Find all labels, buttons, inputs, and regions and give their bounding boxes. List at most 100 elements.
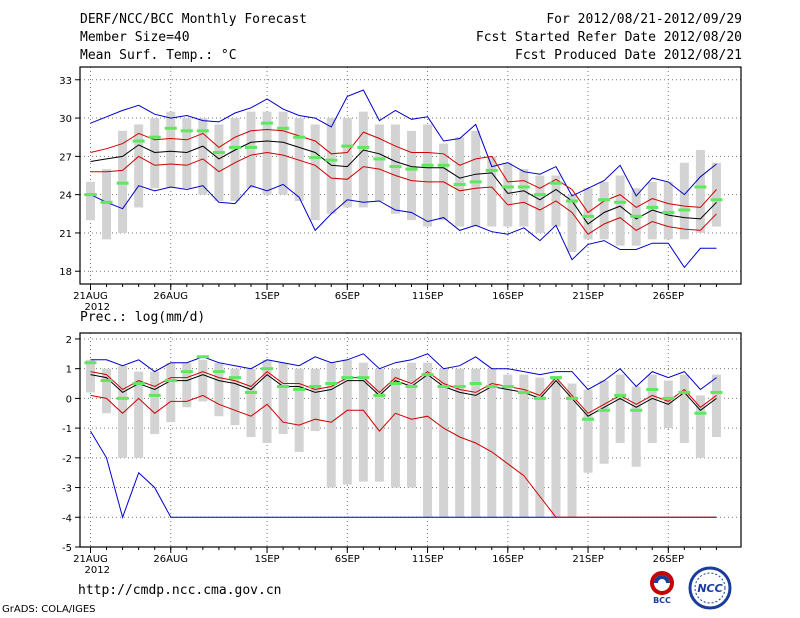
panel2-xtick-label: 26AUG [153, 554, 188, 565]
panel2-observed-mark [421, 373, 434, 377]
panel2-title: Prec.: log(mm/d) [80, 310, 206, 325]
panel2-spread-box [342, 359, 352, 485]
panel1-upper-line [90, 128, 717, 214]
panel2-observed-mark [116, 396, 129, 400]
panel2-observed-mark [196, 355, 209, 359]
panel1-spread-box [166, 111, 176, 189]
panel2-observed-mark [212, 370, 225, 374]
panel1-xtick-label: 21AUG [73, 291, 108, 302]
panel2-spread-box [679, 374, 689, 443]
panel1-spread-box [647, 181, 657, 240]
refer-date: Fcst Started Refer Date 2012/08/20 [475, 30, 742, 45]
panel1-spread-box [262, 111, 272, 195]
panel1-spread-box [407, 130, 416, 221]
panel1-observed-mark [421, 163, 434, 167]
panel2-xtick-label: 26SEP [653, 554, 684, 565]
panel2-spread-box [86, 359, 95, 393]
website-url[interactable]: http://cmdp.ncc.cma.gov.cn [78, 583, 282, 598]
panel1-spread-box [278, 111, 288, 195]
panel2-xtick-label: 11SEP [412, 554, 443, 565]
panel2-spread-box [519, 374, 529, 518]
panel1-observed-mark [549, 181, 562, 185]
panel1-spread-box [102, 169, 112, 240]
panel1-observed-mark [228, 145, 241, 149]
panel1-ytick-label: 21 [59, 229, 72, 240]
panel2-observed-mark [261, 367, 274, 371]
panel1-observed-mark [245, 145, 257, 149]
panel2-observed-mark [566, 396, 578, 400]
panel2-spread-box [310, 368, 320, 432]
panel1-observed-mark [341, 144, 354, 148]
panel1-observed-mark [196, 129, 209, 133]
panel1-observed-mark [132, 139, 145, 143]
panel2-spread-box [214, 362, 224, 417]
panel2-observed-mark [309, 385, 322, 388]
panel1-observed-mark [517, 185, 530, 189]
panel1-observed-mark [710, 198, 723, 202]
panel1-spread-box [374, 124, 384, 202]
panel1-xtick-label: 21SEP [572, 291, 603, 302]
panel1-spread-box [230, 118, 240, 202]
panel1-observed-mark [630, 214, 643, 218]
panel1-spread-box [86, 181, 95, 221]
panel1-spread-box [663, 181, 673, 240]
panel2-spread-box [439, 368, 449, 518]
panel2-observed-mark [469, 382, 482, 386]
panel2-observed-mark [517, 390, 530, 394]
panel1-observed-mark [662, 211, 675, 215]
panel2-observed-mark [148, 393, 161, 397]
panel1-observed-mark [148, 135, 161, 139]
ncc-logo-text: NCC [697, 582, 722, 595]
panel2-spread-box [246, 368, 256, 438]
panel1-observed-mark [453, 182, 466, 186]
panel2-observed-mark [405, 385, 418, 388]
panel1-frame [79, 66, 742, 285]
panel2-spread-box [150, 371, 160, 435]
panel1-spread-box [711, 162, 721, 227]
panel2-lower-line [90, 394, 717, 518]
panel2-observed-mark [325, 382, 338, 386]
panel2-ytick-label: -4 [62, 513, 72, 524]
panel2-observed-mark [164, 379, 177, 383]
panel2-observed-mark [357, 376, 370, 380]
panel2-ytick-label: -2 [62, 454, 72, 465]
panel1-spread-box [583, 188, 593, 240]
panel1-ytick-label: 33 [59, 76, 72, 87]
panel1-observed-mark [261, 121, 274, 125]
panel2-min-line [90, 430, 717, 519]
panel2-spread-box [358, 362, 368, 482]
panel2-spread-box [711, 374, 721, 438]
panel2-frame [79, 332, 742, 548]
panel2-ytick-label: -1 [62, 424, 72, 435]
panel1-observed-mark [277, 126, 290, 130]
panel1-observed-mark [293, 135, 306, 139]
panel1-observed-mark [389, 165, 402, 169]
panel2-observed-mark [630, 408, 643, 412]
panel1-observed-mark [646, 205, 659, 209]
panel2-observed-mark [710, 390, 723, 394]
panel2-spread-box [102, 368, 112, 414]
panel2-spread-box [278, 362, 288, 435]
panel1-spread-box [310, 124, 320, 221]
panel1-xtick-label: 11SEP [412, 291, 443, 302]
panel1-spread-box [503, 162, 513, 227]
produced-date: Fcst Produced Date 2012/08/21 [515, 48, 742, 63]
panel2-xtick-label: 16SEP [492, 554, 523, 565]
panel1-xtick-label: 1SEP [255, 291, 280, 302]
panel1-spread-box [423, 124, 433, 227]
panel1-observed-mark [598, 198, 611, 202]
panel1-spread-box [198, 118, 208, 195]
panel1-spread-box [679, 162, 689, 240]
panel2-observed-mark [549, 376, 562, 380]
panel1-observed-mark [309, 156, 322, 160]
panel2-spread-box [615, 374, 625, 443]
panel1-observed-mark [694, 185, 707, 189]
panel1-observed-mark [469, 180, 482, 184]
panel2-observed-mark [662, 396, 675, 400]
bcc-logo-text: BCC [653, 596, 671, 605]
panel2-spread-box [583, 389, 593, 473]
panel2-observed-mark [228, 376, 241, 380]
panel1-spread-box [567, 194, 577, 253]
panel1-spread-box [471, 130, 481, 227]
